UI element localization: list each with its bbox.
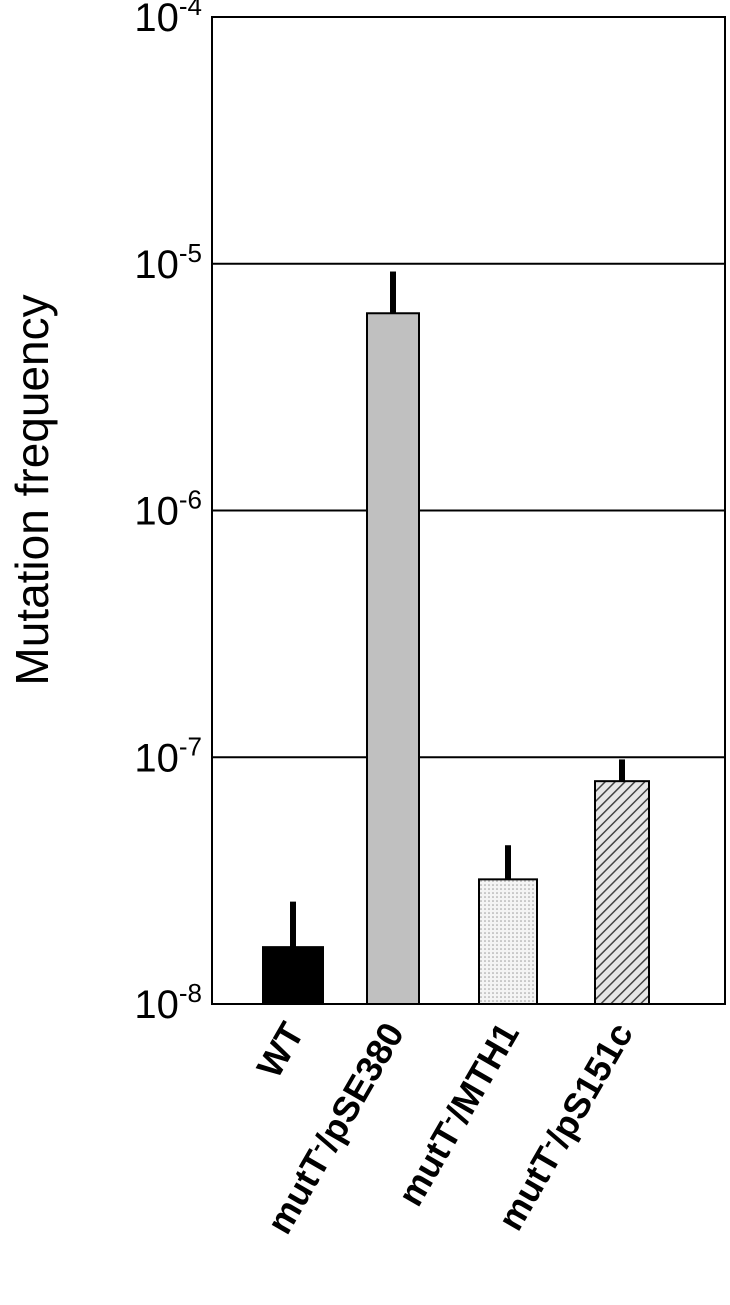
bar xyxy=(262,946,324,1005)
y-axis-label: Mutation frequency xyxy=(6,294,58,685)
bar xyxy=(594,780,650,1005)
x-tick-label: WT xyxy=(248,1015,311,1084)
gridlines xyxy=(212,262,725,759)
y-tick-label: 10-4 xyxy=(134,0,202,40)
y-tick-label: 10-6 xyxy=(134,485,202,534)
bar xyxy=(366,312,420,1006)
y-tick-label: 10-7 xyxy=(134,731,202,780)
bar xyxy=(478,878,538,1006)
bars xyxy=(262,312,650,1006)
x-tick-label: mutT-/MTH1 xyxy=(389,1016,526,1213)
error-bars xyxy=(290,271,625,948)
y-tick-labels: 10-8 10-7 10-6 10-5 10-4 xyxy=(134,0,202,1027)
y-tick-label: 10-8 xyxy=(134,978,202,1027)
y-tick-label: 10-5 xyxy=(134,238,202,287)
